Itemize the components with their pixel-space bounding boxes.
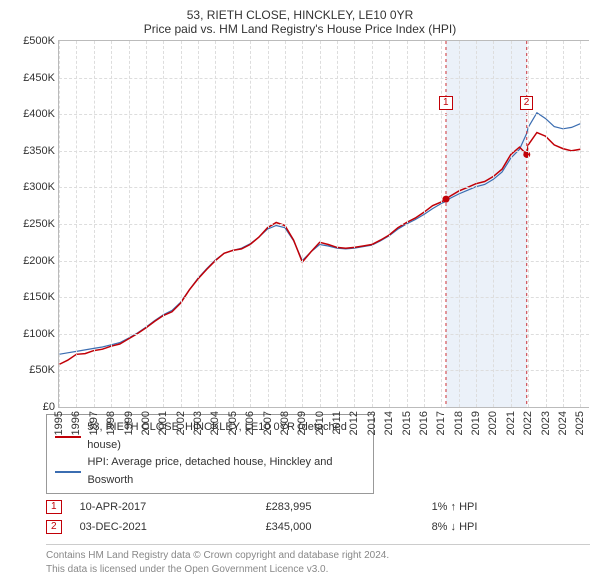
x-axis-label: 2005 <box>227 411 239 435</box>
x-axis-label: 2014 <box>383 411 395 435</box>
sale-marker: 2 <box>46 520 62 534</box>
swatch-blue <box>55 471 81 473</box>
sale-marker: 1 <box>46 500 62 514</box>
x-axis-label: 1996 <box>70 411 82 435</box>
page-subtitle: Price paid vs. HM Land Registry's House … <box>10 22 590 36</box>
y-axis-label: £500K <box>11 35 55 47</box>
legend-blue-label: HPI: Average price, detached house, Hinc… <box>87 454 365 489</box>
swatch-red <box>55 436 81 438</box>
x-axis-label: 1995 <box>53 411 65 435</box>
x-axis-label: 2007 <box>262 411 274 435</box>
sales-list: 1 10-APR-2017 £283,995 1% ↑ HPI 2 03-DEC-2021… <box>10 500 590 534</box>
y-axis-label: £250K <box>11 218 55 230</box>
x-axis-label: 2025 <box>574 411 586 435</box>
y-axis-label: £450K <box>11 72 55 84</box>
footer-line2: This data is licensed under the Open Gov… <box>46 563 590 577</box>
chart-marker: 1 <box>439 96 453 110</box>
x-axis-label: 2019 <box>470 411 482 435</box>
y-axis-label: £350K <box>11 145 55 157</box>
sale-delta: 1% ↑ HPI <box>432 501 478 513</box>
chart-plot-area: £0£50K£100K£150K£200K£250K£300K£350K£400… <box>58 40 589 408</box>
x-axis-label: 2000 <box>140 411 152 435</box>
x-axis-label: 2003 <box>192 411 204 435</box>
x-axis-label: 2006 <box>244 411 256 435</box>
x-axis-label: 2015 <box>401 411 413 435</box>
x-axis-label: 2010 <box>314 411 326 435</box>
x-axis-label: 2020 <box>487 411 499 435</box>
sale-date: 03-DEC-2021 <box>80 521 170 533</box>
x-axis-label: 2022 <box>522 411 534 435</box>
x-axis-label: 2018 <box>453 411 465 435</box>
footer: Contains HM Land Registry data © Crown c… <box>46 544 590 577</box>
x-axis-label: 2004 <box>209 411 221 435</box>
page-title: 53, RIETH CLOSE, HINCKLEY, LE10 0YR <box>10 8 590 22</box>
sale-row: 2 03-DEC-2021 £345,000 8% ↓ HPI <box>46 520 590 534</box>
chart-marker: 2 <box>520 96 534 110</box>
x-axis-label: 2008 <box>279 411 291 435</box>
x-axis-label: 2016 <box>418 411 430 435</box>
x-axis-label: 1999 <box>123 411 135 435</box>
sale-date: 10-APR-2017 <box>80 501 170 513</box>
x-axis-label: 1997 <box>88 411 100 435</box>
x-axis-label: 2013 <box>366 411 378 435</box>
sale-price: £345,000 <box>266 521 336 533</box>
y-axis-label: £50K <box>11 364 55 376</box>
x-axis-label: 2023 <box>540 411 552 435</box>
sale-delta: 8% ↓ HPI <box>432 521 478 533</box>
y-axis-label: £200K <box>11 255 55 267</box>
y-axis-label: £100K <box>11 328 55 340</box>
sale-price: £283,995 <box>266 501 336 513</box>
legend-row-blue: HPI: Average price, detached house, Hinc… <box>55 454 365 489</box>
x-axis-label: 2009 <box>296 411 308 435</box>
y-axis-label: £150K <box>11 291 55 303</box>
x-axis-label: 2017 <box>435 411 447 435</box>
x-axis-label: 1998 <box>105 411 117 435</box>
sale-row: 1 10-APR-2017 £283,995 1% ↑ HPI <box>46 500 590 514</box>
x-axis-label: 2001 <box>157 411 169 435</box>
x-axis-label: 2021 <box>505 411 517 435</box>
y-axis-label: £0 <box>11 401 55 413</box>
x-axis-label: 2011 <box>331 411 343 435</box>
x-axis-label: 2002 <box>175 411 187 435</box>
x-axis-label: 2012 <box>348 411 360 435</box>
footer-line1: Contains HM Land Registry data © Crown c… <box>46 549 590 563</box>
y-axis-label: £400K <box>11 108 55 120</box>
y-axis-label: £300K <box>11 181 55 193</box>
x-axis-label: 2024 <box>557 411 569 435</box>
